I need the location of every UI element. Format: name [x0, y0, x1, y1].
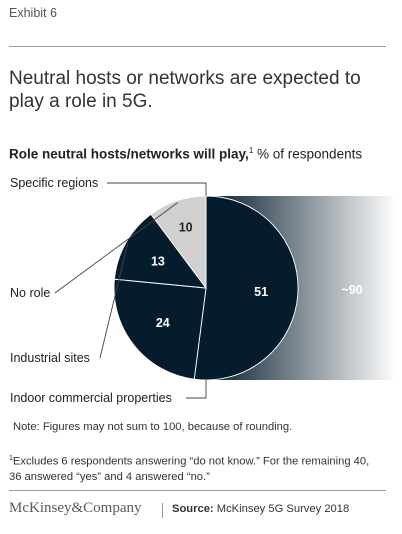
pie-slice [193, 195, 299, 381]
bracket-label: ~90 [341, 283, 362, 297]
source-text: McKinsey 5G Survey 2018 [216, 503, 350, 515]
leader-line [99, 243, 129, 359]
leader-line [107, 182, 207, 196]
subtitle-bold: Role neutral hosts/networks will play, [9, 146, 249, 162]
exhibit-label: Exhibit 6 [9, 6, 57, 20]
footer-divider [162, 503, 163, 518]
footer-rule [9, 490, 386, 491]
leader-line [54, 202, 178, 294]
category-label: Industrial sites [10, 351, 90, 365]
slice-value-label: 51 [254, 285, 268, 299]
slice-value-label: 13 [151, 254, 165, 268]
source-line: Source: McKinsey 5G Survey 2018 [172, 503, 349, 515]
chart-note: Note: Figures may not sum to 100, becaus… [13, 421, 293, 433]
pie-chart: ~90 51 24 13 10 Specific regions Indoor comme… [10, 176, 396, 405]
footnote-text: Excludes 6 respondents answering “do not… [9, 455, 370, 483]
pie-slice [113, 278, 207, 380]
subtitle-footnote-marker: 1 [248, 146, 254, 155]
category-label: Indoor commercial properties [10, 391, 172, 405]
mckinsey-logo: McKinsey&Company [9, 500, 142, 516]
footnote: 1Excludes 6 respondents answering “do no… [9, 451, 379, 485]
pie-slice [150, 195, 207, 290]
header-rule [9, 46, 386, 47]
footnote-marker: 1 [9, 455, 13, 462]
category-label: Specific regions [10, 176, 98, 190]
headline: Neutral hosts or networks are expected t… [9, 68, 361, 112]
slice-value-label: 24 [156, 316, 170, 330]
leader-line [186, 380, 207, 399]
chart-subtitle: Role neutral hosts/networks will play,1 … [9, 146, 362, 162]
subtitle-rest: % of respondents [253, 146, 363, 162]
slice-value-label: 10 [179, 220, 193, 234]
source-label: Source: [172, 503, 214, 515]
category-label: No role [10, 286, 50, 300]
